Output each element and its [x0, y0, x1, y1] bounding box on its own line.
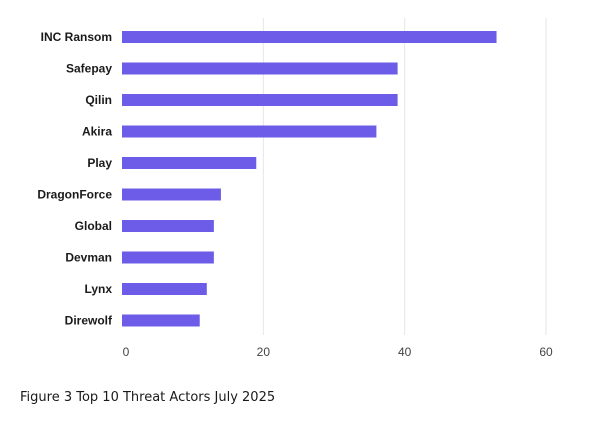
bar-chart: INC Ransom Safepay Qilin Akira Play DragonFor… — [37, 18, 553, 359]
bar — [122, 188, 221, 201]
x-tick-label: 0 — [123, 345, 130, 359]
chart-bars — [122, 31, 497, 327]
category-label: Devman — [65, 251, 112, 265]
x-tick-label: 40 — [398, 345, 412, 359]
bar — [122, 157, 257, 169]
bar — [122, 94, 398, 106]
x-axis-tick-labels: 0 20 40 60 — [123, 345, 553, 359]
bar — [122, 62, 398, 75]
category-label: Safepay — [66, 62, 112, 76]
category-label: Direwolf — [65, 314, 113, 328]
bar — [122, 31, 497, 43]
figure-caption: Figure 3 Top 10 Threat Actors July 2025 — [20, 390, 276, 405]
category-label: Play — [87, 156, 112, 170]
category-label: Lynx — [84, 282, 112, 296]
bar — [122, 251, 214, 264]
category-labels: INC Ransom Safepay Qilin Akira Play DragonFor… — [37, 30, 113, 328]
category-label: DragonForce — [37, 188, 112, 202]
bar — [122, 220, 214, 232]
category-label: Qilin — [85, 93, 112, 107]
x-tick-label: 60 — [539, 345, 553, 359]
bar — [122, 283, 207, 295]
category-label: Akira — [82, 125, 112, 139]
category-label: Global — [75, 219, 112, 233]
bar — [122, 314, 200, 327]
category-label: INC Ransom — [41, 30, 112, 44]
x-tick-label: 20 — [257, 345, 271, 359]
bar — [122, 125, 377, 138]
